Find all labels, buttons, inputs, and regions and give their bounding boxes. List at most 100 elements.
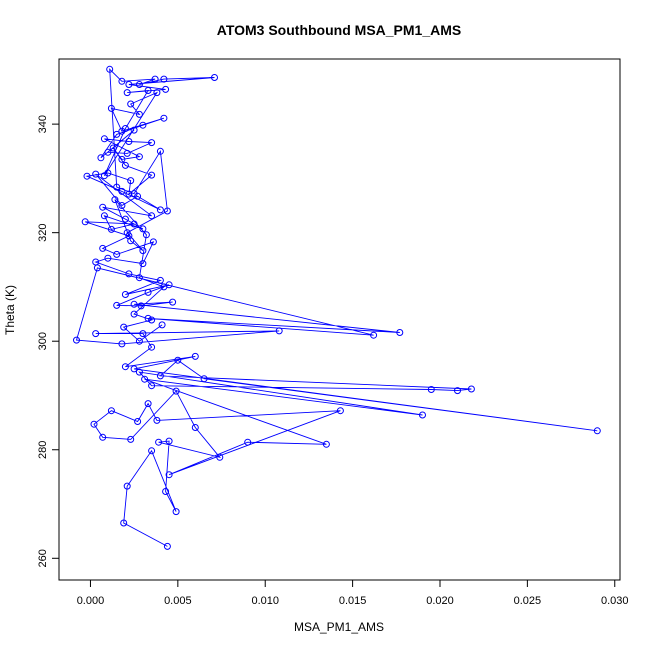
data-point (90, 420, 98, 428)
data-point (118, 340, 126, 348)
data-point (121, 363, 129, 371)
data-point (113, 301, 121, 309)
data-point (148, 447, 156, 455)
data-point (127, 435, 135, 443)
data-point (118, 187, 126, 195)
data-point (113, 130, 121, 138)
data-point (92, 170, 100, 178)
data-point (148, 139, 156, 147)
data-point (467, 385, 475, 393)
x-tick-label: 0.025 (514, 595, 542, 607)
data-point (144, 400, 152, 408)
data-point (593, 427, 601, 435)
data-point (123, 229, 131, 237)
data-point (156, 276, 164, 284)
data-point (141, 375, 149, 383)
data-point (139, 247, 147, 255)
data-point (142, 231, 150, 239)
data-point (144, 288, 152, 296)
data-point (99, 433, 107, 441)
data-point (130, 310, 138, 318)
y-tick-label: 300 (37, 332, 49, 350)
y-axis-label: Theta (K) (3, 285, 17, 335)
y-tick-label: 260 (37, 549, 49, 567)
data-point (211, 74, 218, 81)
data-point (191, 352, 199, 360)
data-point (123, 149, 131, 157)
data-point (107, 104, 115, 112)
data-point (73, 336, 80, 344)
data-point (127, 237, 135, 245)
chart-title: ATOM3 Southbound MSA_PM1_AMS (217, 22, 461, 38)
data-point (113, 183, 121, 191)
data-point (111, 196, 119, 204)
data-point (125, 138, 133, 145)
data-point (137, 302, 145, 310)
data-point (121, 215, 129, 223)
data-point (118, 155, 126, 163)
data-point (144, 87, 152, 94)
data-point (148, 343, 156, 351)
data-point (169, 298, 177, 306)
data-point (162, 488, 170, 495)
data-point (160, 114, 168, 122)
data-point (163, 542, 171, 550)
series-lines (75, 68, 598, 547)
data-point (127, 177, 135, 185)
data-point (322, 440, 330, 448)
data-point (156, 147, 164, 155)
data-point (104, 254, 112, 262)
data-point (174, 356, 182, 364)
data-point (106, 65, 114, 73)
x-tick-label: 0.005 (164, 595, 192, 607)
data-point (396, 329, 404, 336)
data-point (107, 225, 115, 233)
data-point (148, 171, 156, 179)
data-point (165, 437, 173, 445)
data-point (148, 316, 156, 324)
data-point (135, 81, 143, 88)
data-point (99, 244, 107, 252)
series-line (75, 68, 598, 547)
data-point (172, 387, 180, 395)
data-point (139, 330, 147, 338)
data-point (125, 190, 133, 198)
data-point (370, 331, 378, 339)
data-point (121, 125, 129, 132)
data-point (200, 375, 208, 383)
data-point (144, 314, 152, 322)
data-point (336, 407, 344, 415)
data-point (134, 418, 142, 425)
data-point (158, 321, 166, 329)
data-point (135, 153, 143, 161)
data-point (160, 283, 168, 291)
data-point (81, 218, 89, 226)
x-tick-label: 0.015 (339, 595, 367, 607)
data-point (139, 260, 147, 268)
data-point (156, 372, 164, 380)
data-point (135, 274, 143, 282)
y-tick-label: 320 (37, 223, 49, 241)
data-point (130, 220, 138, 228)
data-point (156, 206, 164, 214)
data-point (113, 250, 121, 258)
data-point (118, 202, 126, 209)
data-point (120, 323, 128, 331)
data-point (99, 203, 107, 211)
x-tick-label: 0.020 (426, 595, 454, 607)
data-point (153, 89, 161, 97)
y-tick-label: 340 (37, 115, 49, 133)
data-point (275, 327, 283, 335)
data-point (454, 387, 461, 395)
data-point (127, 100, 135, 108)
data-point (100, 135, 108, 143)
data-point (191, 424, 199, 431)
data-point (135, 337, 143, 345)
data-point (149, 238, 157, 246)
data-point (148, 212, 156, 220)
data-point (118, 77, 126, 85)
data-point (120, 519, 128, 527)
data-point (123, 89, 131, 97)
data-point (107, 407, 115, 415)
data-point (163, 207, 171, 215)
